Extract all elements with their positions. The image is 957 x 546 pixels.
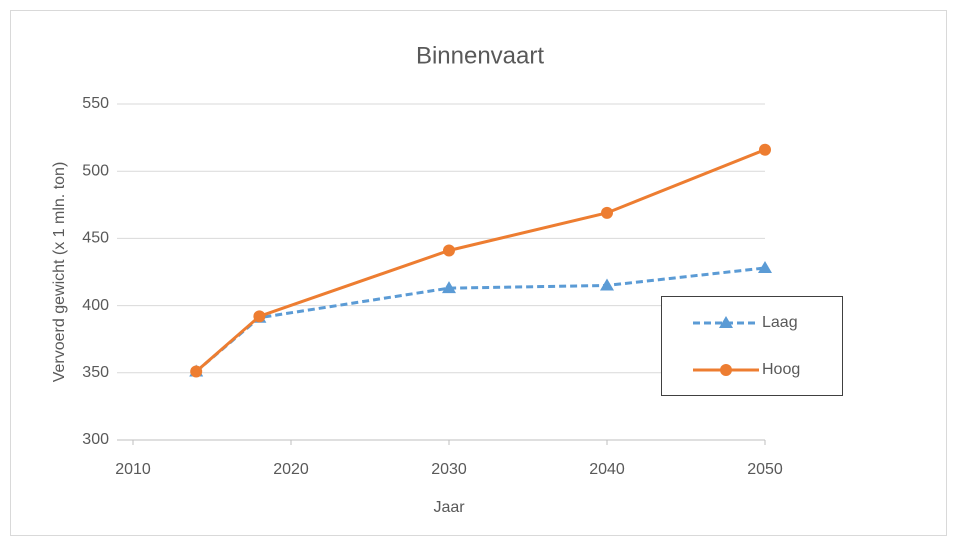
legend-box bbox=[661, 296, 843, 396]
x-tick-label: 2050 bbox=[747, 461, 783, 478]
x-tick-label: 2040 bbox=[589, 461, 625, 478]
marker bbox=[253, 310, 266, 323]
y-tick-label: 300 bbox=[82, 431, 109, 448]
marker bbox=[720, 364, 732, 376]
chart-border bbox=[10, 10, 947, 536]
y-tick-label: 450 bbox=[82, 230, 109, 247]
legend-label: Hoog bbox=[762, 361, 800, 378]
x-tick-label: 2030 bbox=[431, 461, 467, 478]
y-axis-label: Vervoerd gewicht (x 1 mln. ton) bbox=[51, 162, 68, 383]
y-tick-label: 350 bbox=[82, 364, 109, 381]
marker bbox=[442, 281, 456, 294]
chart-title: Binnenvaart bbox=[416, 42, 544, 69]
marker bbox=[443, 244, 455, 257]
marker bbox=[719, 316, 733, 328]
marker bbox=[759, 143, 771, 156]
marker bbox=[758, 260, 772, 273]
y-tick-label: 550 bbox=[82, 95, 109, 112]
legend-label: Laag bbox=[762, 314, 798, 331]
marker bbox=[190, 365, 203, 378]
marker bbox=[600, 278, 614, 291]
x-tick-label: 2020 bbox=[273, 461, 309, 478]
y-tick-label: 500 bbox=[82, 162, 109, 179]
x-axis-label: Jaar bbox=[433, 499, 465, 516]
marker bbox=[601, 206, 613, 219]
x-tick-label: 2010 bbox=[115, 461, 151, 478]
y-tick-label: 400 bbox=[82, 297, 109, 314]
